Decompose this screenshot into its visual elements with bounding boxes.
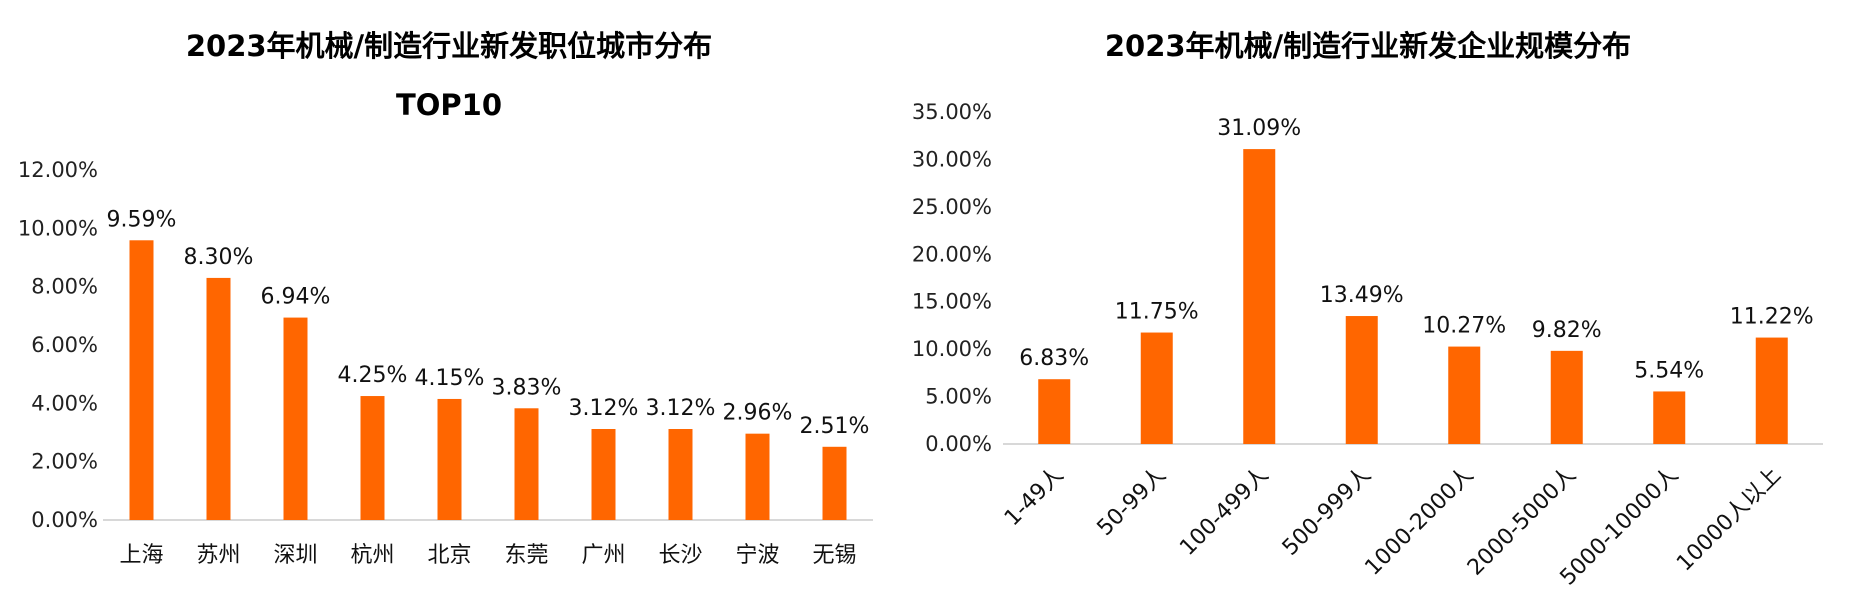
chart1-title: 2023年机械/制造行业新发职位城市分布: [186, 29, 712, 63]
c1-bar: [591, 429, 616, 520]
c2-y-tick-label: 5.00%: [925, 385, 992, 409]
c2-category-label: 2000-5000人: [1463, 463, 1581, 581]
c2-category-label: 1000-2000人: [1360, 463, 1478, 581]
c2-bar: [1550, 350, 1583, 444]
c1-data-label: 9.59%: [107, 207, 177, 232]
c1-bar: [668, 429, 693, 520]
c2-y-tick-label: 20.00%: [912, 242, 992, 266]
c1-category-label: 深圳: [273, 543, 317, 568]
c2-y-tick-label: 30.00%: [912, 147, 992, 171]
chart2-title: 2023年机械/制造行业新发企业规模分布: [1105, 29, 1631, 63]
c1-bar: [206, 277, 231, 520]
c1-bar: [745, 433, 770, 520]
city-distribution-chart: 2023年机械/制造行业新发职位城市分布 TOP10 0.00% 2.00% 4.0…: [18, 29, 873, 568]
c2-y-tick-label: 15.00%: [912, 290, 992, 314]
chart1-subtitle: TOP10: [396, 88, 502, 122]
c1-y-tick-label: 12.00%: [18, 158, 98, 182]
c2-y-tick-label: 10.00%: [912, 337, 992, 361]
c1-category-label: 宁波: [735, 543, 779, 568]
c1-data-label: 4.25%: [338, 363, 408, 388]
c2-category-label: 100-499人: [1175, 463, 1273, 561]
c2-data-label: 9.82%: [1532, 318, 1602, 343]
c1-y-tick-label: 4.00%: [31, 391, 98, 415]
c1-bar: [822, 446, 847, 520]
c1-category-label: 广州: [581, 543, 625, 568]
c2-bar: [1448, 346, 1481, 444]
c1-category-label: 苏州: [196, 543, 240, 568]
c2-y-tick-label: 25.00%: [912, 195, 992, 219]
c2-bar: [1038, 379, 1071, 444]
c1-category-label: 长沙: [658, 543, 702, 568]
c1-data-label: 8.30%: [184, 245, 254, 270]
c2-category-label: 50-99人: [1093, 463, 1171, 541]
c2-bar: [1140, 332, 1173, 444]
c1-bar: [437, 398, 462, 520]
c2-category-label: 1-49人: [1000, 463, 1069, 532]
c1-category-label: 上海: [119, 543, 163, 568]
c1-data-label: 3.83%: [492, 375, 562, 400]
c1-y-tick-label: 6.00%: [31, 333, 98, 357]
c1-category-label: 东莞: [504, 543, 548, 568]
c2-data-label: 11.22%: [1730, 305, 1814, 330]
c1-y-tick-label: 2.00%: [31, 450, 98, 474]
c1-y-tick-label: 8.00%: [31, 275, 98, 299]
c1-data-label: 4.15%: [415, 366, 485, 391]
c2-category-label: 10000人以上: [1672, 463, 1786, 577]
c2-y-tick-label: 35.00%: [912, 100, 992, 124]
company-size-chart: 2023年机械/制造行业新发企业规模分布 0.00% 5.00% 10.00% 15.…: [912, 29, 1823, 590]
c2-data-label: 11.75%: [1115, 300, 1199, 325]
c1-data-label: 3.12%: [646, 396, 716, 421]
c2-bar: [1345, 316, 1378, 444]
c1-category-label: 北京: [427, 543, 471, 568]
c1-data-label: 2.51%: [800, 414, 870, 439]
c2-bar: [1243, 149, 1276, 444]
c2-data-label: 13.49%: [1320, 283, 1404, 308]
c2-bar: [1653, 391, 1686, 444]
c2-y-tick-label: 0.00%: [925, 432, 992, 456]
c1-y-tick-label: 0.00%: [31, 508, 98, 532]
c1-bar: [514, 408, 539, 520]
c1-category-label: 无锡: [812, 543, 856, 568]
c1-category-label: 杭州: [350, 543, 394, 568]
c2-data-label: 6.83%: [1019, 346, 1089, 371]
c1-bar: [129, 240, 154, 520]
c1-data-label: 2.96%: [723, 401, 793, 426]
c2-bar: [1755, 337, 1788, 444]
c1-data-label: 3.12%: [569, 396, 639, 421]
c2-category-label: 500-999人: [1278, 463, 1376, 561]
c1-data-label: 6.94%: [261, 285, 331, 310]
c2-data-label: 10.27%: [1422, 314, 1506, 339]
c2-data-label: 5.54%: [1634, 358, 1704, 383]
c1-bar: [283, 317, 308, 520]
c1-y-tick-label: 10.00%: [18, 216, 98, 240]
c2-data-label: 31.09%: [1217, 116, 1301, 141]
c1-bar: [360, 396, 385, 520]
